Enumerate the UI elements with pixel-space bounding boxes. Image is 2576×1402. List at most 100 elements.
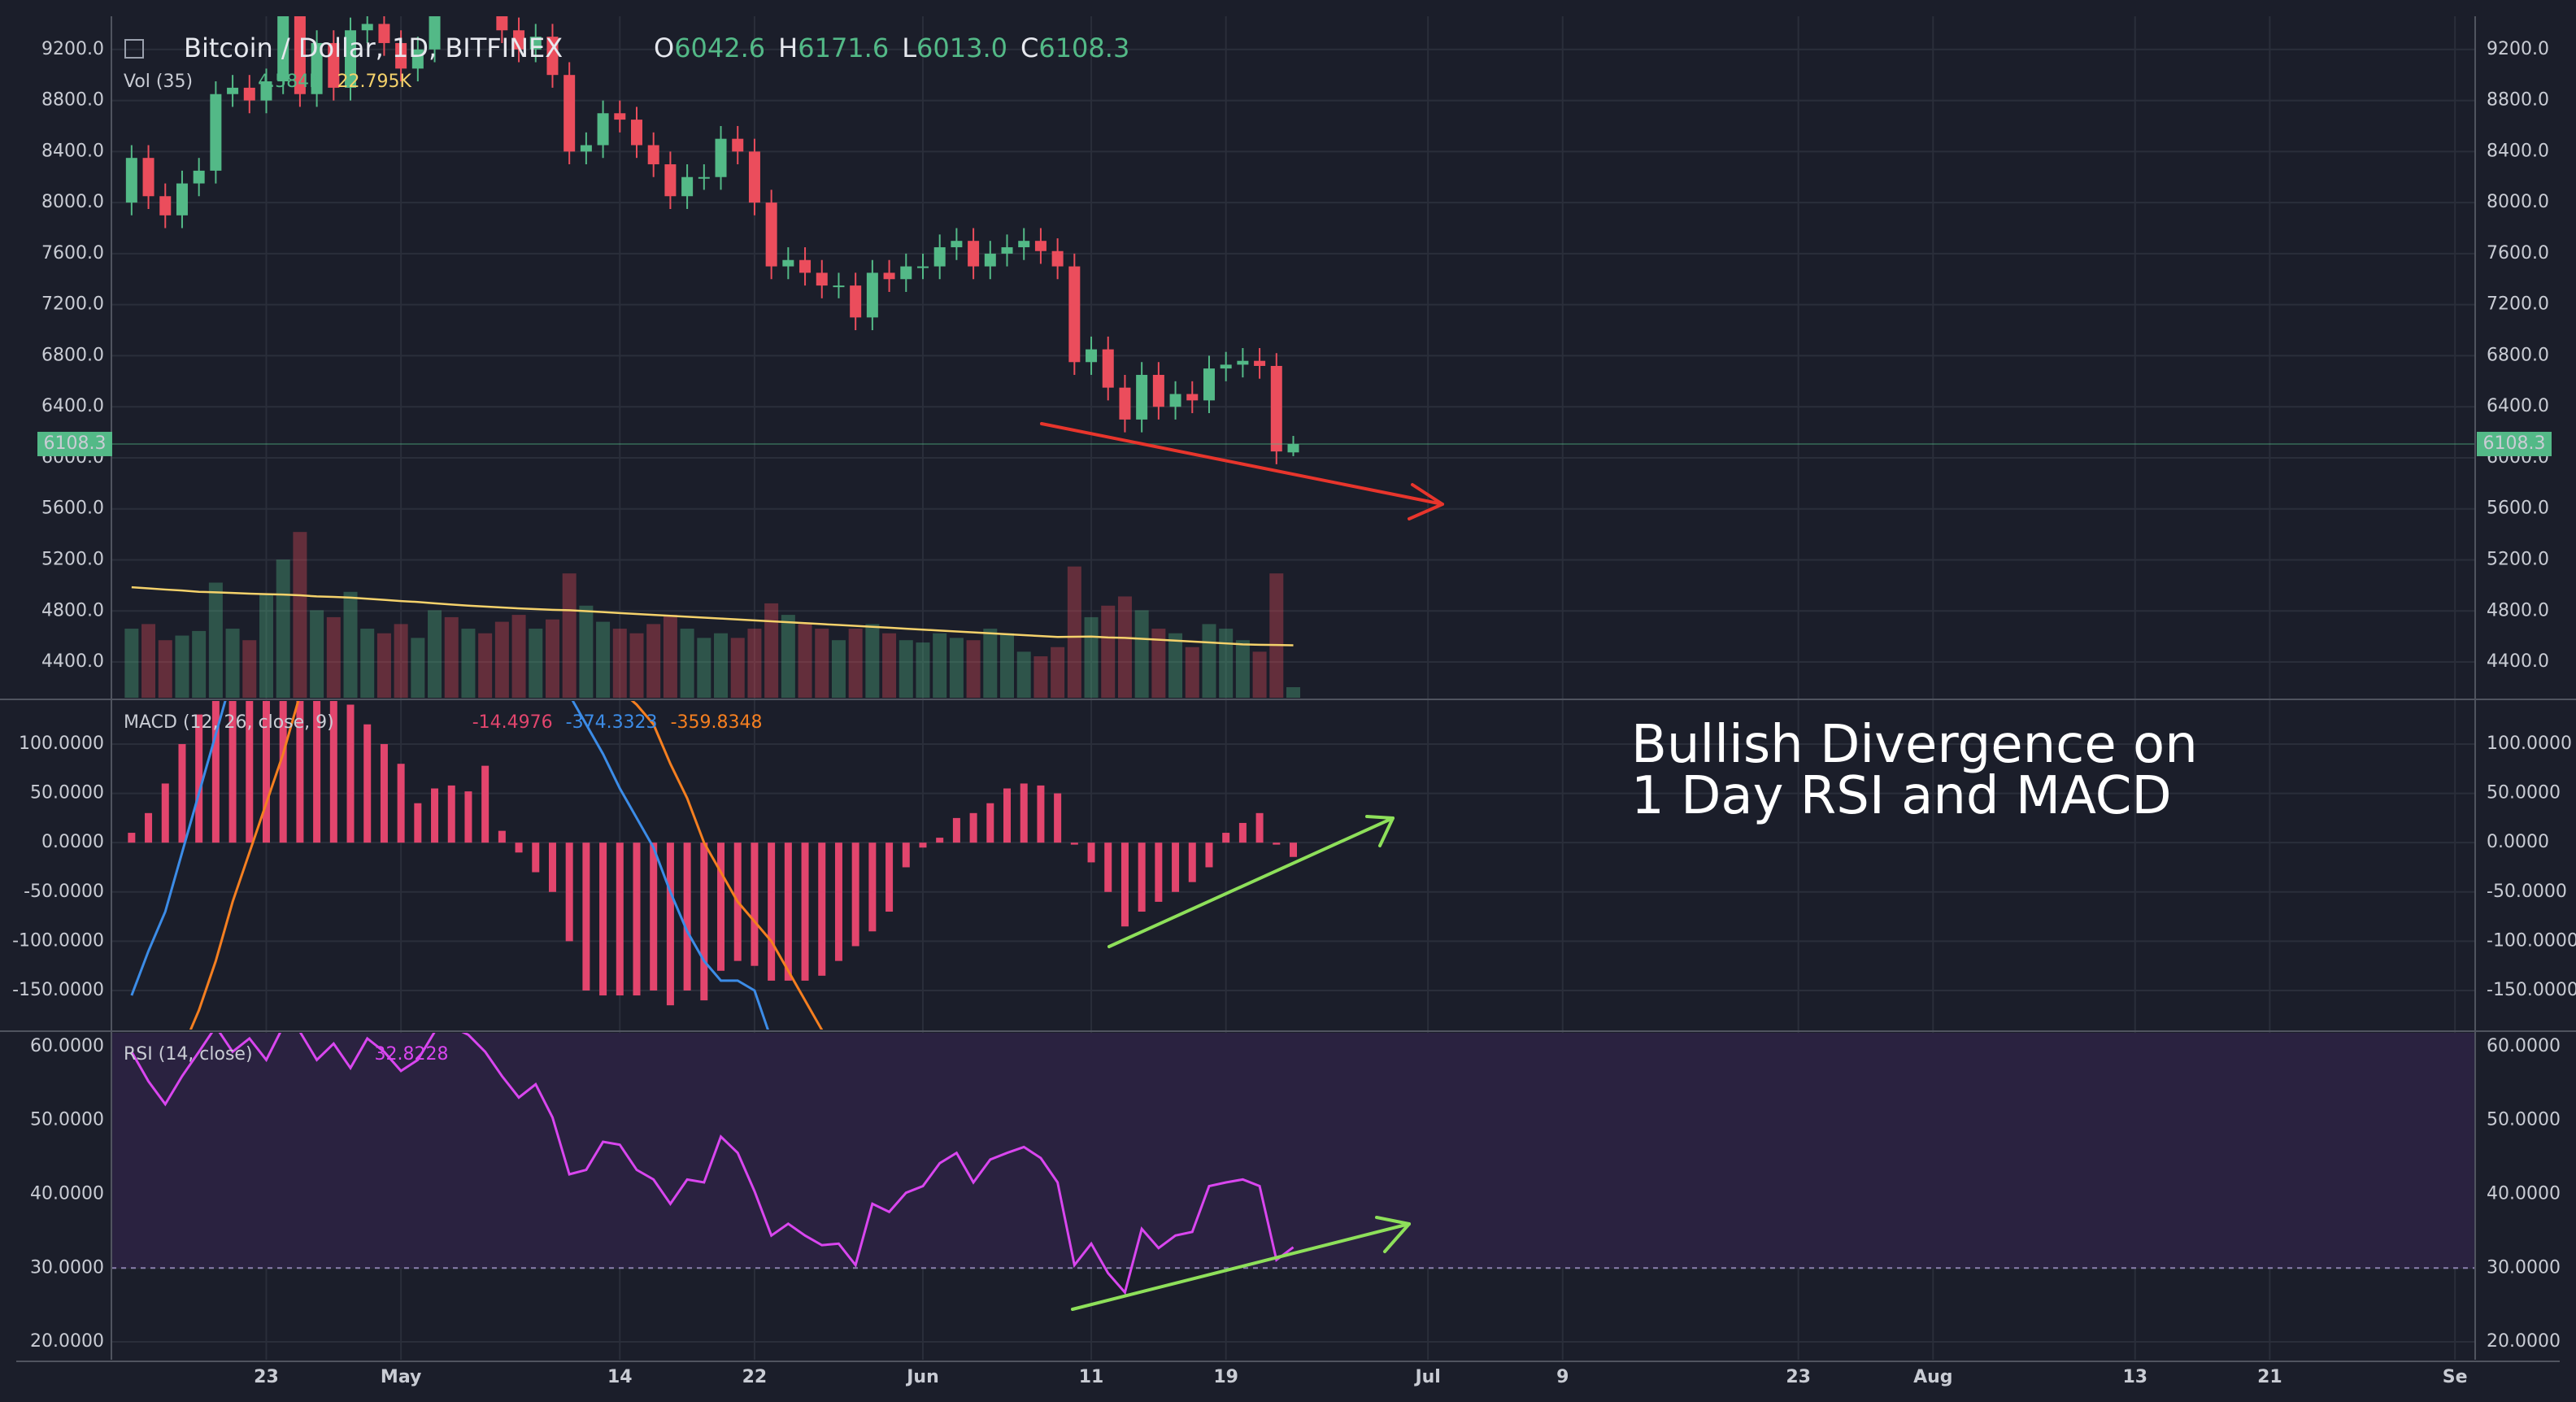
histogram-bar [1087, 843, 1095, 863]
volume-bar [629, 633, 644, 698]
volume-bar [781, 615, 795, 698]
volume-bar [596, 621, 611, 698]
candle-body [1018, 241, 1030, 248]
candle-body [916, 266, 929, 268]
candle-body [816, 272, 828, 286]
candle-body [933, 247, 946, 267]
histogram-bar [1238, 822, 1247, 843]
volume-ma-line [131, 586, 1294, 647]
volume-bar [714, 633, 729, 698]
x-tick-label: 13 [2122, 1367, 2147, 1387]
candle-body [1287, 443, 1299, 453]
candle-body [984, 253, 996, 267]
histogram-bar [1120, 843, 1129, 927]
y-tick-label: 5200.0 [41, 550, 104, 570]
collapse-icon[interactable] [124, 39, 144, 59]
macd-line [130, 701, 769, 1030]
histogram-bar [599, 843, 607, 996]
macd-value: -374.3323 [566, 712, 658, 733]
candle-body [631, 120, 642, 146]
histogram-bar [1037, 785, 1045, 843]
y-tick-label: 5600.0 [41, 499, 104, 519]
rsi-legend: RSI (14, close) 32.8228 [124, 1044, 449, 1065]
volume-bar [798, 624, 812, 698]
y-tick-label: 7600.0 [2487, 243, 2549, 263]
arrow-line [1071, 1222, 1411, 1311]
arrow-line [1040, 422, 1444, 506]
y-tick-label: 8800.0 [41, 90, 104, 111]
volume-bar [815, 629, 829, 698]
x-tick-label: 21 [2257, 1367, 2282, 1387]
histogram-bar [1054, 793, 1062, 843]
y-tick-label: 60.0000 [30, 1036, 104, 1056]
histogram-bar [1255, 812, 1264, 843]
volume-bar [764, 603, 779, 698]
volume-bar [831, 640, 846, 698]
histogram-bar [498, 830, 506, 843]
candle-body [968, 241, 980, 267]
candle-body [378, 24, 390, 43]
volume-bar [1000, 633, 1015, 698]
volume-bar [225, 629, 240, 698]
histogram-bar [313, 701, 321, 843]
y-tick-label: 100.0000 [2487, 734, 2572, 754]
histogram-bar [633, 843, 641, 996]
y-tick-label: 20.0000 [30, 1331, 104, 1352]
y-tick-label: 5200.0 [2487, 550, 2549, 570]
volume-bar [360, 629, 375, 698]
histogram-bar [818, 843, 826, 976]
histogram-bar [616, 843, 624, 996]
candle-body [513, 30, 525, 50]
volume-bar [882, 633, 897, 698]
last-price-label: 6108.3 [2483, 433, 2546, 454]
volume-bar [1151, 629, 1166, 698]
histogram-bar [969, 812, 977, 843]
volume-bar [242, 640, 257, 698]
candle-body [698, 176, 710, 179]
histogram-bar [1155, 843, 1163, 902]
arrow-head [1365, 815, 1395, 847]
histogram-value: -14.4976 [472, 712, 553, 733]
histogram-bar [414, 803, 422, 843]
y-tick-label: 0.0000 [2487, 832, 2549, 852]
volume-bar [343, 591, 358, 698]
histogram-bar [868, 843, 877, 932]
volume-bar [545, 619, 559, 698]
volume-bar [208, 582, 223, 698]
volume-bar [1235, 640, 1250, 698]
candle-body [564, 75, 576, 152]
histogram-bar [178, 743, 186, 843]
volume-bar [1033, 656, 1048, 698]
histogram-bar [834, 843, 842, 961]
histogram-bar [986, 803, 994, 843]
histogram-bar [515, 843, 523, 853]
y-tick-label: -100.0000 [12, 930, 104, 951]
volume-bar [1168, 633, 1183, 698]
volume-bar [124, 629, 139, 698]
symbol-title: Bitcoin / Dollar, 1D, BITFINEX [184, 33, 563, 63]
divergence-arrows [1040, 422, 1444, 1311]
volume-bar [1101, 605, 1116, 698]
ohlc-legend: O6042.6 H6171.6 L6013.0 C6108.3 [654, 33, 1129, 63]
histogram-bar [464, 791, 472, 843]
histogram-bar [246, 701, 254, 843]
volume-bar [478, 633, 493, 698]
y-tick-label: 8000.0 [41, 192, 104, 212]
histogram-bar [481, 765, 490, 843]
volume-bar [949, 638, 964, 698]
volume-bar [1117, 596, 1132, 698]
annotation-line: 1 Day RSI and MACD [1631, 766, 2172, 826]
y-tick-label: 6400.0 [41, 396, 104, 416]
candle-body [580, 145, 592, 152]
y-tick-label: 9200.0 [41, 39, 104, 59]
candle-body [1086, 349, 1098, 363]
y-tick-label: 50.0000 [30, 1110, 104, 1130]
y-tick-label: 60.0000 [2487, 1036, 2561, 1056]
volume-bar [293, 532, 307, 698]
volume-bar [428, 610, 442, 698]
volume-bar [1016, 651, 1031, 698]
y-tick-label: 4400.0 [2487, 651, 2549, 672]
volume-bar [646, 624, 661, 698]
candle-body [1186, 394, 1199, 401]
